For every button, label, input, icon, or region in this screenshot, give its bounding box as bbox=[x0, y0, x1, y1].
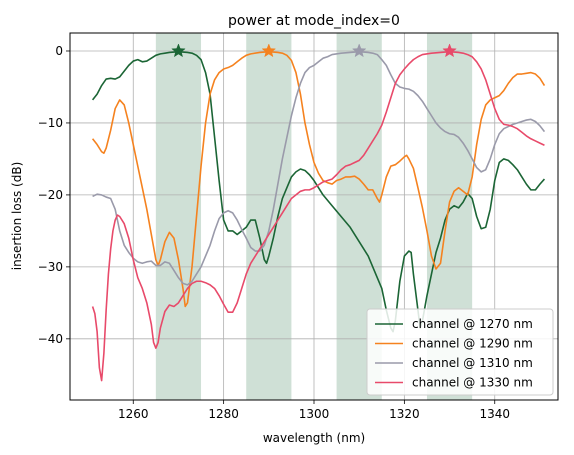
x-tick-label: 1320 bbox=[389, 407, 420, 421]
y-axis-ticks: 0 −10 −20 −30 −40 bbox=[38, 44, 70, 346]
series-line-2 bbox=[92, 50, 546, 286]
x-tick-label: 1260 bbox=[118, 407, 149, 421]
legend: channel @ 1270 nm channel @ 1290 nm channe… bbox=[366, 308, 554, 396]
series-line-1 bbox=[91, 50, 546, 308]
peak-star-marker-3 bbox=[442, 43, 457, 58]
x-tick-label: 1280 bbox=[208, 407, 239, 421]
y-tick-label: −30 bbox=[38, 260, 63, 274]
series-line-0 bbox=[91, 50, 546, 333]
band-0 bbox=[155, 33, 202, 400]
y-tick-label: −40 bbox=[38, 332, 63, 346]
x-axis-label: wavelength (nm) bbox=[263, 431, 365, 445]
peak-star-marker-1 bbox=[261, 43, 277, 58]
legend-entry-3: channel @ 1330 nm bbox=[412, 376, 533, 390]
series-layer bbox=[91, 50, 546, 382]
peak-star-marker-0 bbox=[171, 43, 186, 58]
legend-box bbox=[366, 308, 554, 396]
series-line-3 bbox=[91, 50, 545, 382]
peak-star-marker-2 bbox=[351, 43, 367, 58]
band-1 bbox=[246, 33, 292, 400]
y-tick-label: 0 bbox=[55, 44, 63, 58]
x-axis-ticks: 1260 1280 1300 1320 1340 bbox=[118, 400, 510, 421]
y-tick-label: −20 bbox=[38, 188, 63, 202]
marker-layer bbox=[171, 43, 457, 58]
y-tick-label: −10 bbox=[38, 116, 63, 130]
chart-title: power at mode_index=0 bbox=[228, 13, 400, 29]
legend-entry-2: channel @ 1310 nm bbox=[412, 356, 533, 370]
x-tick-label: 1340 bbox=[479, 407, 510, 421]
x-tick-label: 1300 bbox=[299, 407, 330, 421]
y-axis-label: insertion loss (dB) bbox=[10, 162, 24, 271]
legend-entry-1: channel @ 1290 nm bbox=[412, 337, 533, 351]
legend-entry-0: channel @ 1270 nm bbox=[412, 317, 533, 331]
